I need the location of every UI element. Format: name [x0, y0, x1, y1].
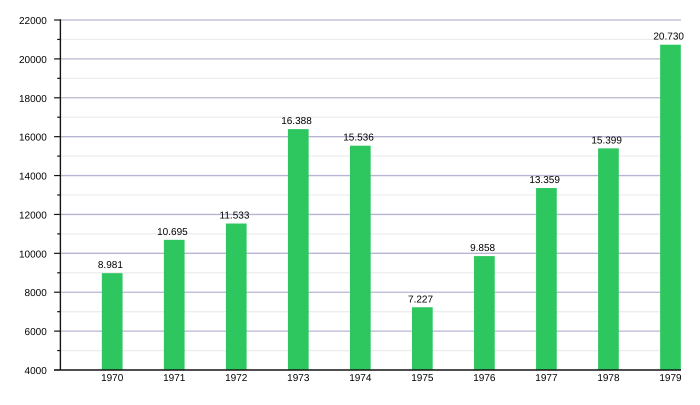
- svg-text:18000: 18000: [19, 94, 47, 105]
- svg-text:1976: 1976: [473, 373, 496, 384]
- svg-text:20.730: 20.730: [653, 32, 684, 43]
- svg-text:16000: 16000: [19, 133, 47, 144]
- svg-text:1971: 1971: [163, 373, 186, 384]
- svg-text:15.399: 15.399: [591, 135, 622, 146]
- svg-text:9.858: 9.858: [470, 243, 495, 254]
- svg-text:8000: 8000: [25, 288, 48, 299]
- svg-text:1974: 1974: [349, 373, 372, 384]
- svg-text:16.388: 16.388: [281, 116, 312, 127]
- svg-text:13.359: 13.359: [529, 175, 560, 186]
- svg-text:1970: 1970: [101, 373, 124, 384]
- svg-text:1979: 1979: [659, 373, 682, 384]
- svg-text:1973: 1973: [287, 373, 310, 384]
- svg-text:6000: 6000: [25, 327, 48, 338]
- svg-text:10000: 10000: [19, 249, 47, 260]
- svg-text:1975: 1975: [411, 373, 434, 384]
- svg-text:11.533: 11.533: [220, 211, 250, 222]
- svg-text:15.536: 15.536: [343, 133, 374, 144]
- svg-text:10.695: 10.695: [157, 227, 188, 238]
- svg-text:1978: 1978: [597, 373, 620, 384]
- svg-text:1977: 1977: [535, 373, 558, 384]
- svg-text:7.227: 7.227: [408, 294, 433, 305]
- svg-text:22000: 22000: [19, 16, 47, 27]
- svg-text:12000: 12000: [19, 210, 47, 221]
- svg-text:14000: 14000: [19, 172, 47, 183]
- svg-text:4000: 4000: [25, 366, 48, 377]
- svg-text:1972: 1972: [225, 373, 248, 384]
- svg-text:20000: 20000: [19, 55, 47, 66]
- svg-text:8.981: 8.981: [98, 260, 123, 271]
